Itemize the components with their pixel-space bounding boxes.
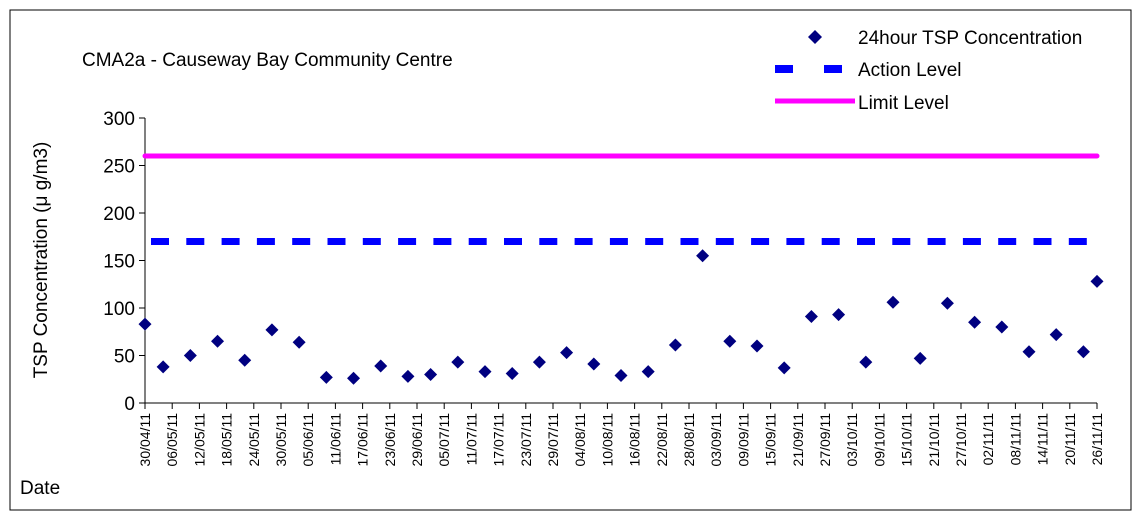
x-tick-label: 03/10/11 <box>844 413 860 467</box>
y-tick-label: 200 <box>103 204 135 225</box>
x-tick-label: 12/05/11 <box>191 413 207 467</box>
legend-label-limit: Limit Level <box>858 93 949 114</box>
data-point <box>401 369 415 383</box>
data-point <box>641 365 655 379</box>
data-point <box>614 368 628 382</box>
data-point <box>804 310 818 324</box>
x-tick-label: 28/08/11 <box>681 413 697 467</box>
legend-label-action: Action Level <box>858 60 962 81</box>
data-point <box>560 346 574 360</box>
x-tick-label: 18/05/11 <box>219 413 235 467</box>
legend-marker-diamond <box>808 30 822 44</box>
y-axis-label: TSP Concentration (μ g/m3) <box>31 142 52 379</box>
x-tick-label: 30/04/11 <box>137 413 153 467</box>
data-point <box>265 323 279 337</box>
x-tick-label: 30/05/11 <box>273 413 289 467</box>
y-tick-label: 250 <box>103 157 135 178</box>
x-tick-label: 17/06/11 <box>355 413 371 467</box>
data-point <box>913 351 927 365</box>
x-tick-label: 16/08/11 <box>627 413 643 467</box>
x-axis-label: Date <box>20 478 60 499</box>
x-tick-label: 26/11/11 <box>1089 413 1105 466</box>
x-tick-label: 05/06/11 <box>300 413 316 467</box>
x-tick-label: 20/11/11 <box>1062 413 1078 466</box>
x-tick-label: 17/07/11 <box>491 413 507 467</box>
y-tick-label: 100 <box>103 299 135 320</box>
reference-lines <box>142 153 1100 245</box>
data-point <box>211 334 225 348</box>
data-point <box>238 353 252 367</box>
data-point <box>777 361 791 375</box>
x-tick-label: 06/05/11 <box>164 413 180 467</box>
x-tick-label: 04/08/11 <box>572 413 588 467</box>
x-tick-label: 23/06/11 <box>382 413 398 467</box>
x-tick-label: 24/05/11 <box>246 413 262 467</box>
data-point <box>723 334 737 348</box>
data-point <box>347 371 361 385</box>
x-tick-label: 09/10/11 <box>871 413 887 467</box>
x-tick-label: 14/11/11 <box>1035 413 1051 466</box>
x-tick-label: 10/08/11 <box>599 413 615 467</box>
data-point <box>968 315 982 329</box>
x-tick-label: 05/07/11 <box>436 413 452 467</box>
data-point <box>156 360 170 374</box>
data-point <box>1049 328 1063 342</box>
data-point <box>587 357 601 371</box>
x-axis: 30/04/11 06/05/11 12/05/11 18/05/11 24/05/11… <box>137 402 1105 467</box>
legend: 24hour TSP Concentration Action Level Li… <box>775 28 1082 114</box>
y-tick-label: 300 <box>103 109 135 130</box>
data-point <box>859 355 873 369</box>
x-tick-label: 27/09/11 <box>817 413 833 467</box>
chart-border <box>9 9 1132 511</box>
x-tick-label: 09/09/11 <box>735 413 751 467</box>
x-tick-label: 21/10/11 <box>926 413 942 467</box>
data-point <box>319 370 333 384</box>
data-point <box>292 335 306 349</box>
y-axis: 0 50 100 150 200 250 300 <box>103 109 146 415</box>
y-tick-label: 0 <box>124 394 135 415</box>
x-tick-label: 11/06/11 <box>327 413 343 466</box>
data-point <box>1076 345 1090 359</box>
x-tick-label: 22/08/11 <box>654 413 670 467</box>
x-tick-label: 29/07/11 <box>545 413 561 467</box>
data-point <box>1090 274 1104 288</box>
data-point <box>940 296 954 310</box>
data-point <box>995 320 1009 334</box>
data-point <box>832 308 846 322</box>
data-point <box>696 249 710 263</box>
data-points <box>138 249 1104 385</box>
x-tick-label: 08/11/11 <box>1007 413 1023 466</box>
x-tick-label: 29/06/11 <box>409 413 425 467</box>
x-tick-label: 11/07/11 <box>463 413 479 466</box>
data-point <box>183 349 197 362</box>
y-tick-label: 150 <box>103 252 135 273</box>
data-point <box>138 317 152 331</box>
y-tick-label: 50 <box>114 347 135 368</box>
x-tick-label: 15/10/11 <box>899 413 915 467</box>
legend-label-tsp: 24hour TSP Concentration <box>858 28 1082 49</box>
data-point <box>451 355 465 369</box>
data-point <box>424 368 438 381</box>
x-tick-label: 02/11/11 <box>980 413 996 466</box>
data-point <box>374 359 388 373</box>
x-tick-label: 23/07/11 <box>518 413 534 467</box>
x-tick-label: 15/09/11 <box>763 413 779 467</box>
data-point <box>478 365 492 379</box>
data-point <box>886 295 900 309</box>
data-point <box>532 355 546 369</box>
x-tick-label: 27/10/11 <box>953 413 969 467</box>
x-tick-label: 21/09/11 <box>790 413 806 467</box>
data-point <box>1022 345 1036 359</box>
data-point <box>668 338 682 352</box>
data-point <box>750 339 764 353</box>
data-point <box>505 367 519 381</box>
chart-title: CMA2a - Causeway Bay Community Centre <box>82 50 453 71</box>
x-tick-label: 03/09/11 <box>708 413 724 467</box>
